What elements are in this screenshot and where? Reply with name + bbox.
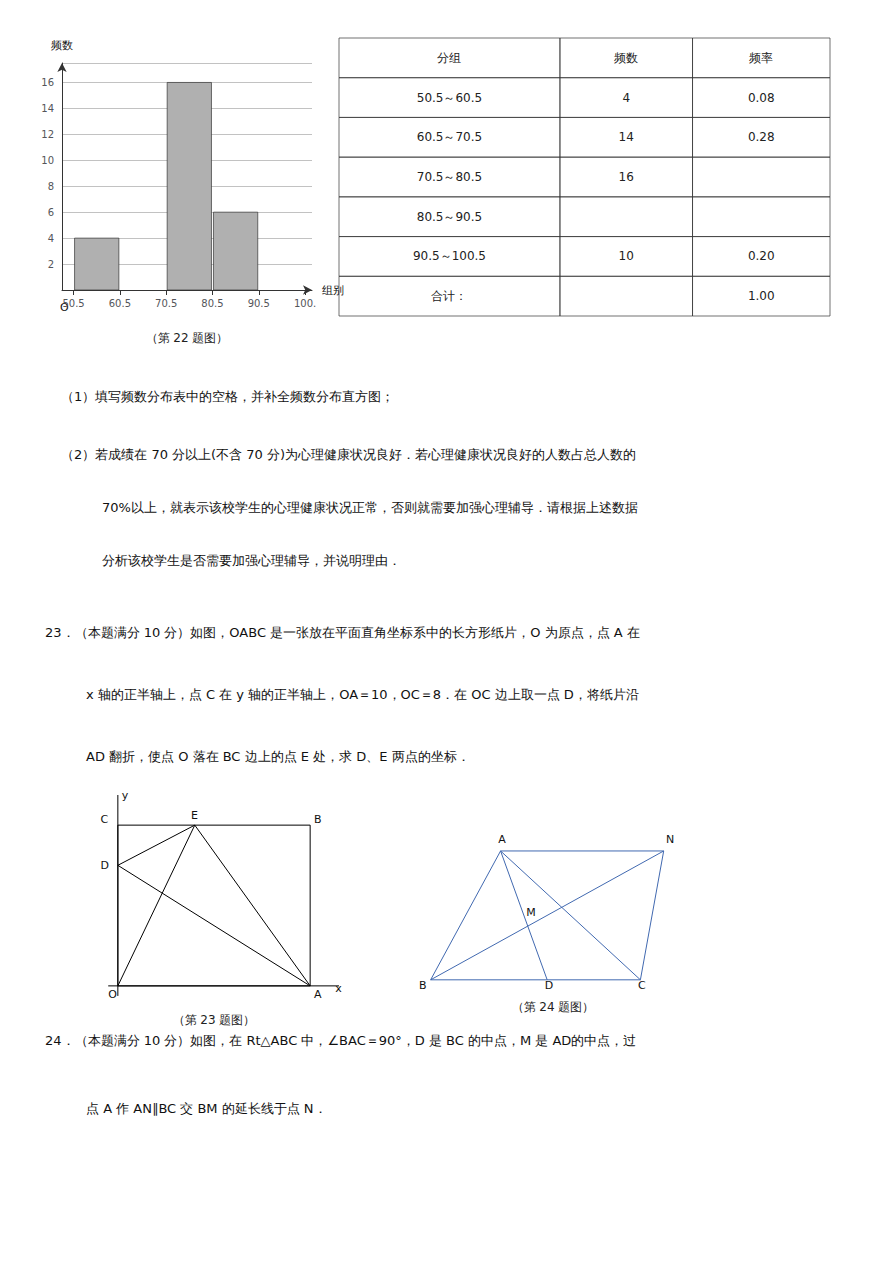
svg-text:M: M	[526, 906, 536, 919]
svg-text:x 轴的正半轴上，点 C 在 y 轴的正半轴上，OA＝10，: x 轴的正半轴上，点 C 在 y 轴的正半轴上，OA＝10，OC＝8．在 OC …	[86, 687, 639, 702]
svg-text:A: A	[314, 988, 322, 1001]
svg-text:频数: 频数	[51, 39, 73, 52]
svg-text:AD 翻折，使点 O 落在 BC 边上的点 E 处，求 D、: AD 翻折，使点 O 落在 BC 边上的点 E 处，求 D、E 两点的坐标．	[86, 749, 470, 764]
svg-text:4: 4	[622, 91, 630, 105]
svg-text:50.5～60.5: 50.5～60.5	[417, 91, 482, 105]
svg-text:合计：: 合计：	[431, 289, 467, 303]
svg-text:（1）填写频数分布表中的空格，并补全频数分布直方图；: （1）填写频数分布表中的空格，并补全频数分布直方图；	[61, 389, 394, 404]
svg-text:C: C	[101, 813, 109, 826]
svg-text:频率: 频率	[749, 51, 773, 65]
svg-text:D: D	[545, 979, 553, 992]
svg-text:70%以上，就表示该校学生的心理健康状况正常，否则就需要加强: 70%以上，就表示该校学生的心理健康状况正常，否则就需要加强心理辅导．请根据上述…	[102, 500, 638, 515]
svg-text:90.5～100.5: 90.5～100.5	[413, 249, 486, 263]
svg-text:90.5: 90.5	[248, 298, 270, 309]
svg-text:14: 14	[619, 130, 634, 144]
svg-text:10: 10	[41, 155, 54, 166]
svg-text:100.: 100.	[294, 298, 316, 309]
svg-text:E: E	[191, 809, 198, 822]
svg-text:0.08: 0.08	[748, 91, 775, 105]
svg-text:C: C	[638, 979, 646, 992]
svg-text:16: 16	[619, 170, 634, 184]
svg-text:O: O	[108, 988, 117, 1001]
svg-text:1.00: 1.00	[748, 289, 775, 303]
svg-text:4: 4	[48, 233, 54, 244]
svg-text:0.28: 0.28	[748, 130, 775, 144]
svg-text:14: 14	[41, 103, 54, 114]
svg-text:50.5: 50.5	[62, 298, 84, 309]
svg-text:80.5: 80.5	[201, 298, 223, 309]
svg-text:（第 22 题图）: （第 22 题图）	[146, 331, 229, 345]
svg-text:60.5～70.5: 60.5～70.5	[417, 130, 482, 144]
svg-text:B: B	[419, 979, 427, 992]
svg-text:（第 24 题图）: （第 24 题图）	[512, 1000, 595, 1014]
svg-text:频数: 频数	[614, 51, 638, 65]
svg-text:70.5～80.5: 70.5～80.5	[417, 170, 482, 184]
svg-text:A: A	[498, 833, 506, 846]
svg-text:0.20: 0.20	[748, 249, 775, 263]
svg-text:12: 12	[41, 129, 54, 140]
svg-text:x: x	[335, 982, 342, 995]
svg-text:23．（本题满分 10 分）如图，OABC 是一张放在平面直: 23．（本题满分 10 分）如图，OABC 是一张放在平面直角坐标系中的长方形纸…	[45, 625, 640, 640]
svg-text:（2）若成绩在 70 分以上(不含 70 分)为心理健康状况: （2）若成绩在 70 分以上(不含 70 分)为心理健康状况良好．若心理健康状况…	[61, 447, 636, 462]
svg-text:分组: 分组	[437, 51, 461, 65]
svg-text:8: 8	[48, 181, 54, 192]
svg-text:B: B	[314, 813, 322, 826]
svg-text:16: 16	[41, 77, 54, 88]
svg-text:D: D	[101, 859, 109, 872]
svg-text:10: 10	[619, 249, 634, 263]
svg-text:24．（本题满分 10 分）如图，在 Rt△ABC 中，∠B: 24．（本题满分 10 分）如图，在 Rt△ABC 中，∠BAC＝90°，D 是…	[45, 1033, 636, 1048]
svg-text:6: 6	[48, 207, 54, 218]
svg-text:y: y	[122, 789, 129, 802]
svg-text:60.5: 60.5	[109, 298, 131, 309]
svg-text:点 A 作 AN∥BC 交 BM 的延长线于点 N．: 点 A 作 AN∥BC 交 BM 的延长线于点 N．	[86, 1101, 327, 1116]
svg-text:组别: 组别	[322, 284, 344, 297]
svg-text:（第 23 题图）: （第 23 题图）	[173, 1013, 256, 1027]
svg-text:80.5～90.5: 80.5～90.5	[417, 210, 482, 224]
svg-text:2: 2	[48, 259, 54, 270]
svg-text:N: N	[666, 833, 674, 846]
svg-text:70.5: 70.5	[155, 298, 177, 309]
svg-text:分析该校学生是否需要加强心理辅导，并说明理由．: 分析该校学生是否需要加强心理辅导，并说明理由．	[102, 553, 401, 568]
